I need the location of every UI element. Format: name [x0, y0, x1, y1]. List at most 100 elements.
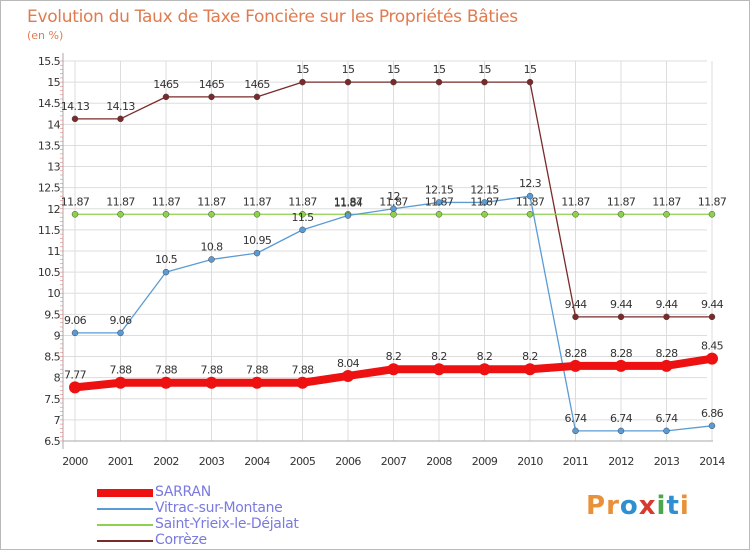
data-label: 12	[387, 190, 400, 203]
y-tick-label: 11	[47, 245, 60, 258]
x-tick-label: 2004	[244, 455, 270, 468]
y-tick-label: 8	[54, 372, 61, 385]
legend-label-vitrac: Vitrac-sur-Montane	[155, 500, 283, 516]
data-point	[342, 369, 354, 382]
data-point	[569, 359, 582, 372]
data-point	[253, 93, 261, 101]
x-tick-label: 2003	[199, 455, 225, 468]
y-tick-label: 8.5	[44, 351, 60, 364]
data-label: 14.13	[61, 100, 90, 113]
data-label: 1465	[244, 78, 270, 91]
data-point	[526, 78, 534, 86]
data-label: 11.87	[197, 195, 226, 208]
data-point	[390, 211, 397, 218]
data-label: 10.95	[243, 234, 272, 247]
data-label: 9.44	[655, 298, 678, 311]
data-label: 9.44	[564, 298, 587, 311]
data-label: 10.8	[200, 240, 223, 253]
data-point	[208, 93, 215, 101]
data-point	[296, 376, 309, 389]
data-label: 7.77	[64, 368, 87, 381]
x-tick-label: 2012	[608, 455, 634, 468]
data-label: 6.74	[610, 412, 633, 425]
data-point	[162, 211, 170, 218]
x-tick-label: 2009	[472, 455, 498, 468]
data-point	[617, 427, 625, 435]
y-tick-label: 7.5	[44, 393, 60, 406]
data-point	[663, 211, 670, 218]
data-label: 11.87	[61, 195, 90, 208]
x-tick-label: 2010	[517, 455, 543, 468]
data-point	[660, 359, 673, 372]
data-label: 11.87	[425, 195, 454, 208]
data-point	[481, 199, 488, 206]
data-label: 15	[296, 63, 309, 76]
data-label: 11.5	[291, 211, 314, 224]
y-tick-label: 7	[54, 414, 61, 427]
legend-label-correze: Corrèze	[155, 532, 207, 548]
legend-swatch-saint-yrieix	[97, 524, 153, 526]
data-point	[526, 211, 534, 218]
data-label: 9.44	[610, 298, 633, 311]
data-point	[526, 192, 534, 200]
x-tick-label: 2014	[699, 455, 725, 468]
y-tick-label: 12.5	[38, 182, 61, 195]
data-point	[572, 427, 579, 435]
data-label: 14.13	[106, 100, 135, 113]
data-point	[435, 78, 443, 86]
data-label: 15	[524, 63, 537, 76]
data-label: 15	[387, 63, 400, 76]
proxiti-logo: Proxiti	[586, 491, 690, 521]
data-point	[299, 78, 306, 86]
data-point	[617, 313, 625, 321]
logo-letter: P	[586, 491, 607, 521]
data-label: 11.87	[106, 195, 135, 208]
data-point	[208, 211, 215, 218]
data-point	[253, 211, 261, 218]
x-tick-label: 2007	[381, 455, 407, 468]
data-label: 11.87	[698, 195, 727, 208]
data-label: 11.87	[288, 195, 317, 208]
x-tick-label: 2000	[62, 455, 88, 468]
data-label: 6.74	[564, 412, 587, 425]
data-label: 6.86	[701, 407, 724, 420]
y-tick-label: 9	[54, 329, 61, 342]
data-point	[435, 211, 443, 218]
data-label: 15	[433, 63, 446, 76]
data-point	[344, 212, 352, 219]
data-label: 12.15	[470, 183, 499, 196]
data-label: 8.2	[386, 350, 402, 363]
data-label: 1465	[199, 78, 225, 91]
data-point	[162, 268, 170, 276]
data-label: 11.84	[334, 197, 363, 210]
data-label: 11.87	[561, 195, 590, 208]
data-label: 8.2	[477, 350, 493, 363]
data-label: 8.2	[431, 350, 447, 363]
data-label: 9.06	[109, 314, 132, 327]
data-point	[205, 376, 218, 389]
data-label: 7.88	[155, 364, 178, 377]
data-label: 10.5	[155, 253, 178, 266]
y-tick-label: 10.5	[38, 266, 61, 279]
data-point	[708, 211, 716, 218]
data-point	[435, 199, 443, 206]
y-tick-label: 9.5	[44, 308, 60, 321]
data-label: 11.87	[243, 195, 272, 208]
data-label: 12.15	[425, 183, 454, 196]
y-tick-label: 13.5	[38, 139, 61, 152]
y-tick-label: 15	[47, 76, 60, 89]
data-label: 11.87	[470, 195, 499, 208]
data-label: 8.28	[610, 347, 633, 360]
legend-label-saint-yrieix: Saint-Yrieix-le-Déjalat	[155, 516, 299, 532]
data-label: 8.28	[564, 347, 587, 360]
logo-letter: i	[679, 491, 690, 521]
data-point	[572, 313, 579, 321]
logo-letter: x	[638, 491, 657, 521]
x-tick-label: 2008	[426, 455, 452, 468]
logo-letter: r	[606, 491, 620, 521]
data-point	[572, 211, 579, 218]
data-point	[162, 93, 170, 101]
data-point	[69, 381, 81, 394]
chart-title: Evolution du Taux de Taxe Foncière sur l…	[27, 7, 518, 27]
